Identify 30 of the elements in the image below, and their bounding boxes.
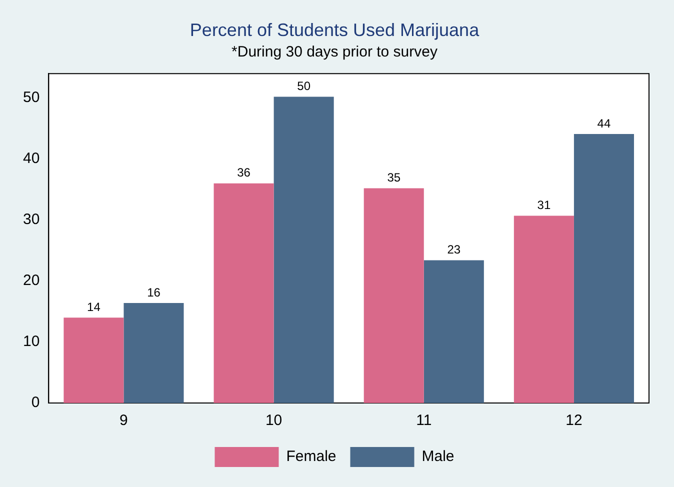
data-label: 14 [87,300,101,314]
data-label: 23 [447,242,461,257]
y-tick-label: 50 [22,89,40,106]
data-label: 36 [237,166,251,180]
y-tick-label: 0 [31,394,40,412]
x-tick-label: 11 [416,412,432,430]
data-label: 35 [387,170,401,185]
bar [274,96,334,403]
bar [574,134,634,403]
data-label: 44 [597,116,611,130]
bar [364,188,424,403]
x-tick-label: 10 [265,412,282,430]
chart-title: Percent of Students Used Marijuana [190,20,480,40]
chart-subtitle: *During 30 days prior to survey [232,44,438,61]
bar [64,318,124,403]
data-label: 16 [147,285,161,300]
y-tick-label: 30 [22,211,40,228]
y-tick-label: 10 [22,333,40,350]
x-tick-label: 12 [566,412,582,430]
data-label: 31 [537,198,551,212]
legend-label: Female [286,448,336,466]
bar [124,302,184,403]
bar [514,216,574,403]
legend-label: Male [422,448,454,466]
y-tick-label: 40 [22,150,40,168]
x-tick-label: 9 [120,412,128,430]
bar [424,260,484,403]
y-tick-label: 20 [22,272,40,290]
bar [214,183,274,403]
data-label: 50 [297,79,311,94]
